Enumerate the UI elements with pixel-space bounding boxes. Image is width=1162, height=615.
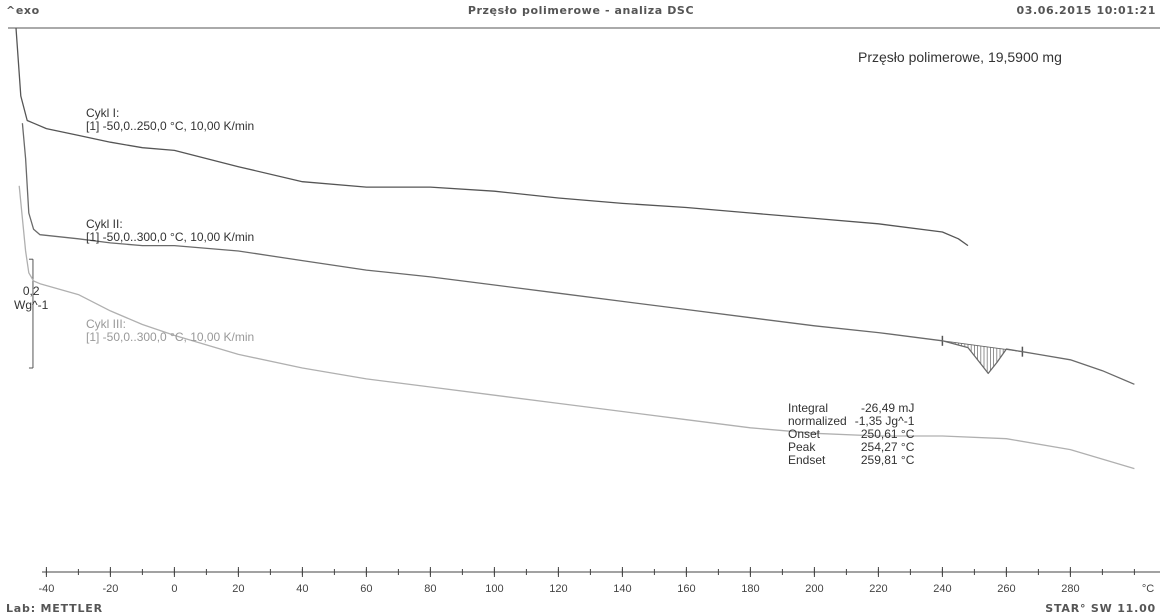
- series-line-3: [18, 185, 1135, 470]
- result-row: normalized -1,35 Jg^-1: [788, 415, 914, 428]
- lab-label: Lab: METTLER: [6, 602, 103, 615]
- scale-bar: [28, 258, 34, 369]
- x-tick-label: 180: [741, 583, 759, 595]
- x-tick-label: 140: [613, 583, 631, 595]
- cycle-1-label: Cykl I: [1] -50,0..250,0 °C, 10,00 K/min: [86, 107, 254, 133]
- cycle-1-method: [1] -50,0..250,0 °C, 10,00 K/min: [86, 119, 255, 133]
- result-row: Onset 250,61 °C: [788, 428, 914, 441]
- cycle-2-title: Cykl II:: [86, 217, 123, 231]
- series-group: [15, 27, 1135, 470]
- x-tick-label: 80: [424, 583, 436, 595]
- x-tick-label: 0: [171, 583, 177, 595]
- x-tick-label: 20: [232, 583, 244, 595]
- x-tick-label: 160: [677, 583, 695, 595]
- result-value: 250,61 °C: [860, 427, 915, 441]
- scale-bar-label: 0,2 Wg^-1: [14, 284, 48, 312]
- cycle-3-method: [1] -50,0..300,0 °C, 10,00 K/min: [86, 330, 255, 344]
- x-tick-label: 200: [805, 583, 823, 595]
- sample-label: Przęsło polimerowe, 19,5900 mg: [858, 49, 1062, 65]
- scale-bar-value: 0,2: [22, 284, 40, 298]
- result-value: -26,49 mJ: [861, 401, 915, 415]
- cycle-2-label: Cykl II: [1] -50,0..300,0 °C, 10,00 K/mi…: [86, 218, 254, 244]
- result-value: 259,81 °C: [860, 453, 915, 467]
- result-key: Peak: [788, 440, 816, 454]
- result-row: Peak 254,27 °C: [788, 441, 914, 454]
- chart-title: Przęsło polimerowe - analiza DSC: [467, 4, 695, 17]
- x-tick-label: -40: [38, 583, 54, 595]
- result-key: normalized: [788, 414, 847, 428]
- x-tick-label: 100: [485, 583, 503, 595]
- x-tick-label: 40: [296, 583, 308, 595]
- result-value: -1,35 Jg^-1: [854, 414, 915, 428]
- result-row: Integral -26,49 mJ: [788, 402, 914, 415]
- result-key: Onset: [788, 427, 821, 441]
- x-tick-label: 260: [997, 583, 1015, 595]
- cycle-3-title: Cykl III:: [86, 317, 127, 331]
- series-line-2: [21, 123, 1135, 385]
- result-key: Endset: [788, 453, 826, 467]
- result-key: Integral: [788, 401, 829, 415]
- x-tick-label: 280: [1061, 583, 1079, 595]
- result-value: 254,27 °C: [860, 440, 915, 454]
- integration-area: [941, 335, 1024, 373]
- x-tick-label: 220: [869, 583, 887, 595]
- x-tick-label: -20: [102, 583, 118, 595]
- x-tick-label: 120: [549, 583, 567, 595]
- x-axis: -40 -20 0 20 40 60 80 100 120 140 160 180 200 220 240 2…: [38, 567, 1160, 595]
- x-tick-label: 240: [933, 583, 951, 595]
- cycle-2-method: [1] -50,0..300,0 °C, 10,00 K/min: [86, 230, 255, 244]
- x-axis-unit: °C: [1142, 583, 1154, 595]
- series-line-1: [15, 27, 969, 247]
- x-tick-label: 60: [360, 583, 372, 595]
- cycle-1-title: Cykl I:: [86, 106, 120, 120]
- cycle-3-label: Cykl III: [1] -50,0..300,0 °C, 10,00 K/m…: [86, 318, 254, 344]
- integration-results: Integral -26,49 mJ normalized -1,35 Jg^-1 …: [788, 402, 914, 467]
- result-row: Endset 259,81 °C: [788, 454, 914, 467]
- scale-bar-unit: Wg^-1: [14, 298, 49, 312]
- exo-indicator: ^exo: [6, 4, 40, 17]
- timestamp: 03.06.2015 10:01:21: [1016, 4, 1156, 17]
- software-label: STAR° SW 11.00: [1045, 602, 1156, 615]
